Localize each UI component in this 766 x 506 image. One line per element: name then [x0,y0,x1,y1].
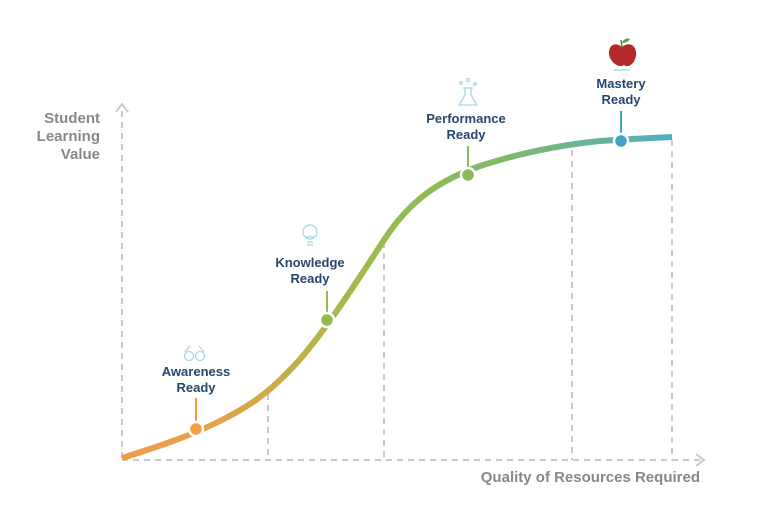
stage-label-line: Mastery [596,76,646,91]
x-axis [122,453,706,467]
y-axis-label-line: Student [44,110,100,127]
stage-performance-label: Performance Ready [411,111,521,143]
stage-awareness-label: Awareness Ready [141,364,251,396]
y-axis-label: Student Learning Value [20,110,100,164]
stage-mastery-label: Mastery Ready [566,76,676,108]
stage-label-line: Performance [426,111,506,126]
stage-label-line: Ready [446,127,486,142]
stage-label-line: Ready [176,380,216,395]
x-axis-label: Quality of Resources Required [480,469,700,486]
flask-icon [457,77,479,106]
stage-label-line: Awareness [161,364,231,379]
lightbulb-icon [302,224,318,246]
glasses-icon [183,345,206,362]
y-axis-label-line: Learning [36,128,100,145]
knowledge-dot [318,311,336,329]
y-axis-label-line: Value [60,146,100,163]
stage-label-line: Ready [601,92,641,107]
performance-dot [459,166,477,184]
stage-label-line: Ready [290,271,330,286]
learning-curve [121,134,673,461]
awareness-dot [187,420,205,438]
mastery-dot [612,132,630,150]
y-axis [115,102,129,458]
stage-label-line: Knowledge [275,255,345,270]
guide-lines [267,140,673,460]
apple-icon [609,38,637,71]
stage-knowledge-label: Knowledge Ready [255,255,365,287]
